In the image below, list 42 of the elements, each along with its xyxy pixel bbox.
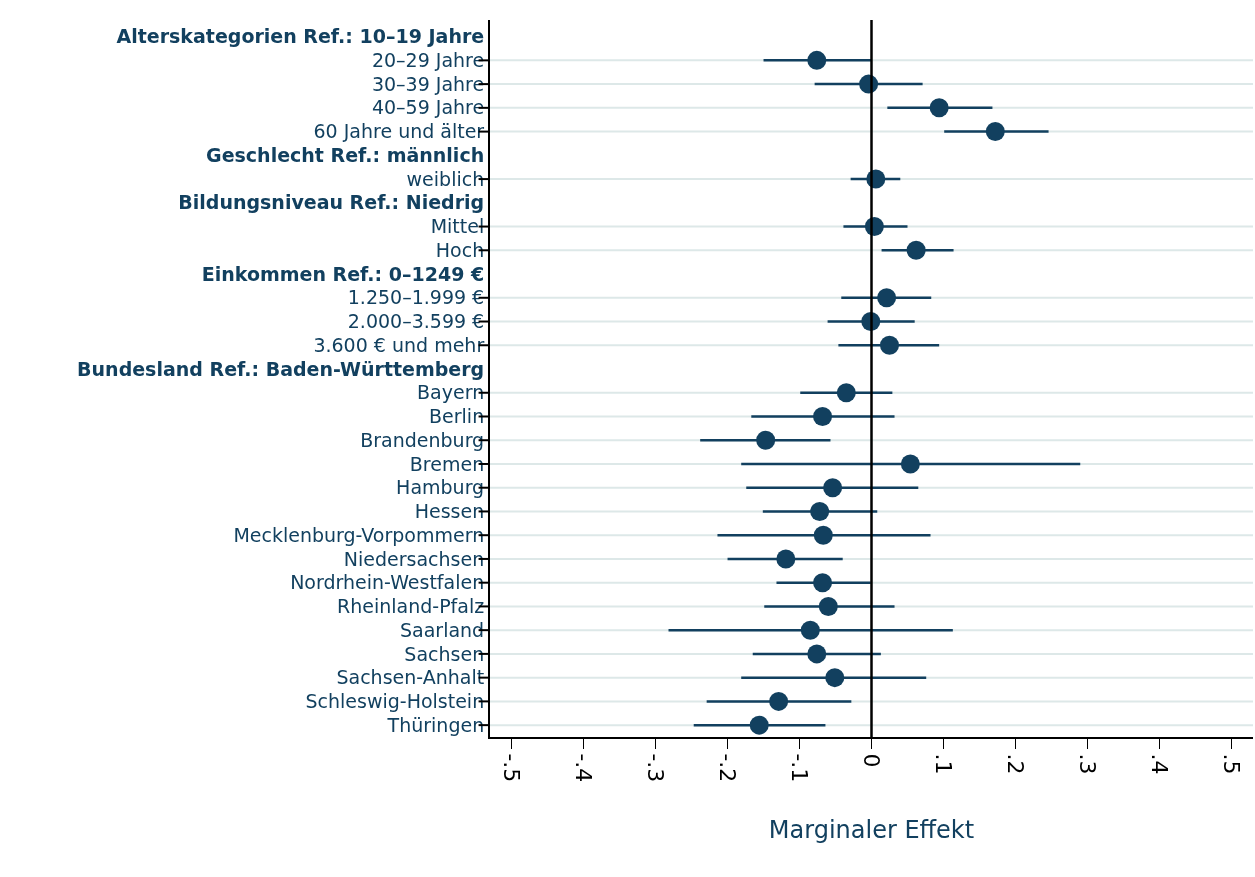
y-tick-label: Sachsen-Anhalt (336, 666, 485, 689)
y-tick-label: Thüringen (386, 713, 485, 736)
y-tick-label: Rheinland-Pfalz (337, 595, 485, 618)
x-tick-label: .5 (1219, 753, 1245, 775)
x-tick-label: .2 (1003, 753, 1029, 775)
y-tick-label: Brandenburg (360, 428, 485, 451)
y-tick-label: Bremen (409, 452, 485, 475)
y-tick-label: 2.000–3.599 € (347, 310, 485, 333)
y-tick-label: Einkommen Ref.: 0–1249 € (201, 262, 485, 285)
y-tick-label: 20–29 Jahre (371, 49, 485, 72)
y-tick-label: Hessen (414, 500, 485, 523)
y-tick-label: Alterskategorien Ref.: 10–19 Jahre (116, 25, 485, 48)
x-tick-label: .4 (1147, 753, 1173, 775)
x-tick-label: -.5 (499, 753, 525, 783)
y-tick-label: Bildungsniveau Ref.: Niedrig (178, 191, 485, 214)
y-tick-label: Schleswig-Holstein (305, 690, 485, 713)
y-tick-label: Geschlecht Ref.: männlich (206, 143, 485, 166)
x-tick-label: -.1 (787, 753, 813, 783)
y-tick-label: Berlin (429, 405, 485, 428)
y-tick-label: Mittel (430, 215, 485, 238)
x-axis-title: Marginaler Effekt (768, 816, 975, 845)
y-tick-label: 3.600 € und mehr (313, 333, 485, 356)
x-tick-label: -.3 (643, 753, 669, 783)
y-tick-label: 40–59 Jahre (371, 96, 485, 119)
y-tick-label: 30–39 Jahre (371, 72, 485, 95)
y-tick-label: 60 Jahre und älter (313, 120, 485, 143)
x-tick-label: .3 (1075, 753, 1101, 775)
y-tick-label: Nordrhein-Westfalen (290, 571, 485, 594)
y-tick-label: 1.250–1.999 € (347, 286, 485, 309)
x-tick-label: -.4 (571, 753, 597, 783)
y-tick-label: Bayern (417, 381, 485, 404)
x-tick-label: 0 (859, 753, 885, 768)
y-tick-label: weiblich (406, 167, 485, 190)
y-tick-label: Hamburg (396, 476, 485, 499)
y-tick-label: Mecklenburg-Vorpommern (233, 523, 485, 546)
x-tick-label: .1 (931, 753, 957, 775)
y-tick-label: Bundesland Ref.: Baden-Württemberg (77, 357, 485, 380)
y-tick-label: Saarland (400, 618, 485, 641)
y-tick-label: Sachsen (404, 642, 485, 665)
y-tick-label: Hoch (435, 238, 485, 261)
x-tick-label: -.2 (715, 753, 741, 783)
y-tick-label: Niedersachsen (343, 547, 485, 570)
